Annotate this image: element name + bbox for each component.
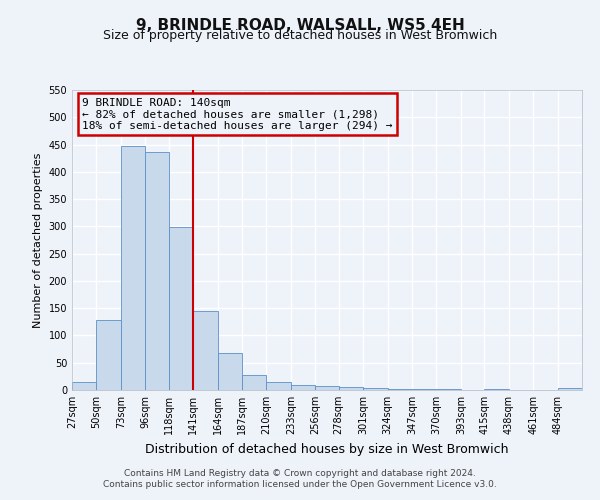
- Bar: [193, 311, 218, 390]
- Bar: [266, 382, 291, 390]
- Bar: [169, 228, 193, 390]
- Bar: [388, 389, 412, 390]
- Bar: [316, 386, 338, 390]
- Bar: [72, 382, 97, 390]
- Bar: [363, 388, 388, 390]
- Y-axis label: Number of detached properties: Number of detached properties: [33, 152, 43, 328]
- Bar: [291, 385, 316, 390]
- Text: Contains HM Land Registry data © Crown copyright and database right 2024.: Contains HM Land Registry data © Crown c…: [124, 468, 476, 477]
- Bar: [557, 388, 582, 390]
- Text: Size of property relative to detached houses in West Bromwich: Size of property relative to detached ho…: [103, 29, 497, 42]
- X-axis label: Distribution of detached houses by size in West Bromwich: Distribution of detached houses by size …: [145, 442, 509, 456]
- Bar: [121, 146, 145, 390]
- Bar: [338, 388, 363, 390]
- Bar: [97, 320, 121, 390]
- Text: 9, BRINDLE ROAD, WALSALL, WS5 4EH: 9, BRINDLE ROAD, WALSALL, WS5 4EH: [136, 18, 464, 32]
- Bar: [145, 152, 169, 390]
- Bar: [218, 353, 242, 390]
- Text: 9 BRINDLE ROAD: 140sqm
← 82% of detached houses are smaller (1,298)
18% of semi-: 9 BRINDLE ROAD: 140sqm ← 82% of detached…: [82, 98, 392, 130]
- Text: Contains public sector information licensed under the Open Government Licence v3: Contains public sector information licen…: [103, 480, 497, 489]
- Bar: [242, 374, 266, 390]
